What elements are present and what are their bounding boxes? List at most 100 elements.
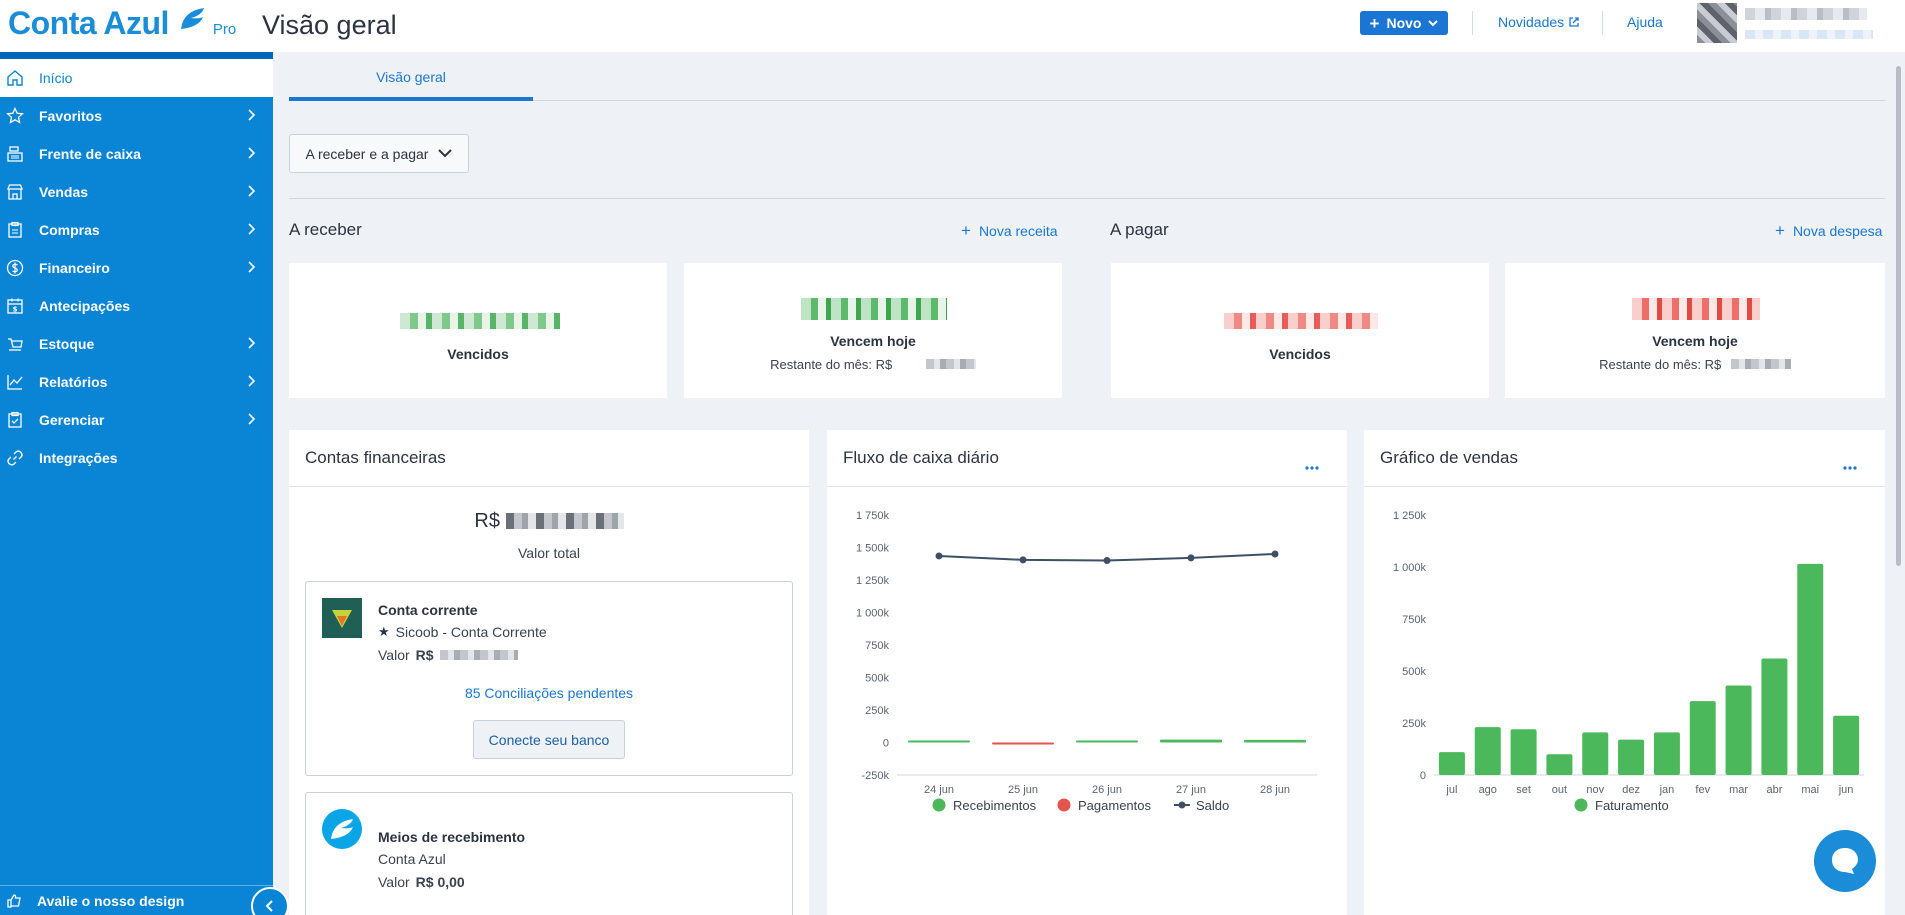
box-icon xyxy=(6,335,24,353)
page-title: Visão geral xyxy=(262,10,397,40)
x-tick-label: 24 jun xyxy=(924,784,954,796)
new-revenue-link[interactable]: + Nova receita xyxy=(961,222,1058,239)
sidebar-item-integracoes[interactable]: Integrações xyxy=(0,439,273,477)
checking-bank-name: Sicoob - Conta Corrente xyxy=(395,624,547,640)
x-tick-label: jul xyxy=(1445,784,1457,796)
page-scrollbar[interactable] xyxy=(1893,60,1905,915)
x-tick-label: 26 jun xyxy=(1092,784,1122,796)
point-saldo xyxy=(935,552,943,560)
sales-chart: 1 250k 1 000k 750k 500k 250k 0 jul ago set out nov… xyxy=(1393,510,1864,813)
news-link[interactable]: Novidades xyxy=(1498,14,1579,30)
brand-logo[interactable]: Conta Azul Pro xyxy=(8,5,236,42)
user-name-redacted[interactable] xyxy=(1745,8,1867,20)
bar-faturamento xyxy=(1510,729,1537,775)
sidebar-item-antecipacoes[interactable]: $ Antecipações xyxy=(0,287,273,325)
month-remaining: Restante do mês: R$ xyxy=(1505,357,1885,372)
daily-cashflow-title: Fluxo de caixa diário xyxy=(843,448,999,467)
external-link-icon xyxy=(1569,17,1579,27)
sidebar-item-financeiro[interactable]: Financeiro xyxy=(0,249,273,287)
pending-reconciliations-link[interactable]: 85 Conciliações pendentes xyxy=(464,685,634,701)
checking-bank: ★ Sicoob - Conta Corrente xyxy=(378,624,547,640)
more-options-icon[interactable] xyxy=(1843,455,1857,475)
y-tick-label: 1 750k xyxy=(856,510,890,522)
sidebar-item-label: Vendas xyxy=(39,184,89,200)
chevron-right-icon xyxy=(248,337,255,349)
y-tick-label: 1 000k xyxy=(1393,562,1427,574)
sidebar-item-gerenciar[interactable]: Gerenciar xyxy=(0,401,273,439)
bar-faturamento xyxy=(1582,732,1609,775)
receiving-provider: Conta Azul xyxy=(378,851,446,867)
x-tick-label: 27 jun xyxy=(1176,784,1206,796)
x-tick-label: set xyxy=(1516,784,1531,796)
total-amount-redacted xyxy=(505,513,624,529)
payable-today-card[interactable]: Vencem hoje Restante do mês: R$ xyxy=(1505,263,1885,398)
bar-faturamento xyxy=(1833,715,1860,775)
bar-faturamento xyxy=(1689,701,1716,775)
user-avatar[interactable] xyxy=(1697,3,1737,43)
month-remaining-label: Restante do mês: R$ xyxy=(770,357,893,372)
scrollbar-thumb[interactable] xyxy=(1896,66,1901,566)
new-button[interactable]: + Novo xyxy=(1360,11,1448,35)
sidebar-item-compras[interactable]: Compras xyxy=(0,211,273,249)
y-tick-label: 250k xyxy=(1402,718,1426,730)
chat-support-button[interactable] xyxy=(1814,830,1876,892)
x-tick-label: 25 jun xyxy=(1008,784,1038,796)
receivable-payable-filter[interactable]: A receber e a pagar xyxy=(289,134,469,173)
receiving-value-label: Valor xyxy=(378,874,410,890)
y-tick-label: 1 250k xyxy=(856,575,890,587)
thumbs-up-icon xyxy=(7,893,21,908)
user-company-redacted[interactable] xyxy=(1745,30,1873,39)
chevron-right-icon xyxy=(248,185,255,197)
sidebar-item-vendas[interactable]: Vendas xyxy=(0,173,273,211)
sidebar-item-estoque[interactable]: Estoque xyxy=(0,325,273,363)
x-tick-label: 28 jun xyxy=(1260,784,1290,796)
sidebar-item-label: Integrações xyxy=(39,450,118,466)
due-today-label: Vencem hoje xyxy=(830,333,916,349)
x-tick-label: out xyxy=(1552,784,1567,796)
dollar-circle-icon xyxy=(6,259,24,277)
legend-label: Faturamento xyxy=(1595,798,1669,813)
new-expense-link[interactable]: + Nova despesa xyxy=(1775,222,1882,239)
calendar-money-icon: $ xyxy=(6,297,24,315)
legend-marker-saldo xyxy=(1178,801,1186,809)
receiving-methods-title: Meios de recebimento xyxy=(378,829,526,845)
link-icon xyxy=(6,449,24,467)
sidebar-item-frente-de-caixa[interactable]: Frente de caixa xyxy=(0,135,273,173)
tab-overview[interactable]: Visão geral xyxy=(289,52,533,101)
checking-account-title: Conta corrente xyxy=(378,602,478,618)
y-tick-label: 750k xyxy=(1402,614,1426,626)
amount-redacted xyxy=(400,313,560,329)
sidebar-item-favoritos[interactable]: Favoritos xyxy=(0,97,273,135)
rate-design-link[interactable]: Avalie o nosso design xyxy=(0,885,273,915)
chevron-down-icon xyxy=(1428,20,1439,27)
connect-bank-label: Conecte seu banco xyxy=(488,731,610,748)
connect-bank-button[interactable]: Conecte seu banco xyxy=(473,720,625,759)
legend-label: Pagamentos xyxy=(1078,798,1151,813)
receiving-methods-card[interactable]: Meios de recebimento Conta Azul Valor R$… xyxy=(305,792,793,915)
y-tick-label: 750k xyxy=(865,640,889,652)
sidebar-item-inicio[interactable]: Início xyxy=(0,59,273,97)
plus-icon: + xyxy=(1775,221,1785,240)
sidebar-item-relatorios[interactable]: Relatórios xyxy=(0,363,273,401)
receivable-today-card[interactable]: Vencem hoje Restante do mês: R$ xyxy=(684,263,1062,398)
chevron-left-icon xyxy=(265,900,273,912)
receivable-overdue-card[interactable]: Vencidos xyxy=(289,263,667,398)
sidebar-item-label: Gerenciar xyxy=(39,412,105,428)
more-options-icon[interactable] xyxy=(1305,455,1319,475)
receiving-value-amount: R$ 0,00 xyxy=(415,874,465,890)
header-separator xyxy=(1602,11,1603,35)
tab-overview-label: Visão geral xyxy=(376,68,446,85)
sidebar-item-label: Frente de caixa xyxy=(39,146,141,162)
checking-amount-redacted xyxy=(439,650,518,660)
checking-account-card[interactable]: Conta corrente ★ Sicoob - Conta Corrente… xyxy=(305,581,793,776)
sidebar-item-label: Favoritos xyxy=(39,108,103,124)
checklist-icon xyxy=(6,411,24,429)
rate-design-label: Avalie o nosso design xyxy=(37,892,185,909)
header-separator xyxy=(1472,11,1473,35)
amount-redacted xyxy=(1632,298,1760,320)
bar-faturamento xyxy=(1474,727,1501,775)
payable-overdue-card[interactable]: Vencidos xyxy=(1111,263,1489,398)
collapse-sidebar-button[interactable] xyxy=(251,887,289,915)
bar-recebimentos xyxy=(1160,739,1222,743)
help-link[interactable]: Ajuda xyxy=(1627,14,1663,30)
